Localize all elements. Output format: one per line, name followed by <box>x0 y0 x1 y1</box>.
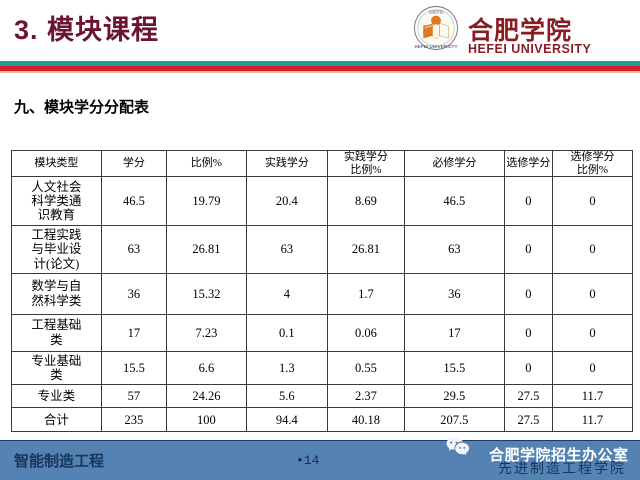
svg-text:合肥学院: 合肥学院 <box>468 16 572 45</box>
svg-text:HEFEI UNIVERSITY: HEFEI UNIVERSITY <box>414 44 457 49</box>
svg-text:HEFEI UNIVERSITY: HEFEI UNIVERSITY <box>468 42 591 56</box>
svg-text:合肥学院: 合肥学院 <box>428 10 443 15</box>
